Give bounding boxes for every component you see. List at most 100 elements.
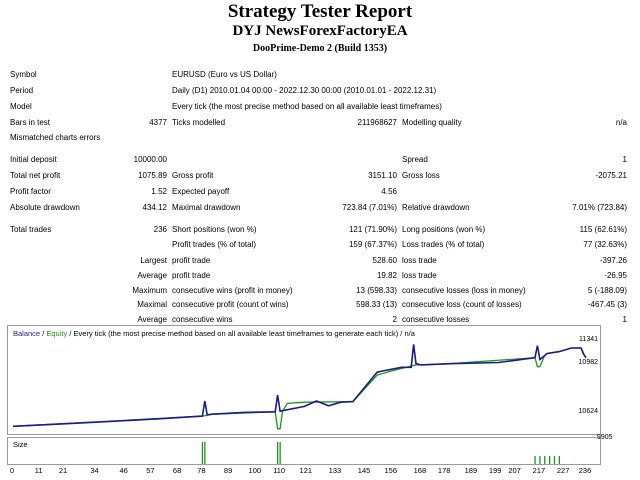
x-tick: 57 (146, 466, 155, 475)
largest-loss-value: -397.26 (599, 256, 627, 265)
max-cons-losses-label: consecutive losses (loss in money) (402, 286, 526, 295)
avg-loss-label: loss trade (402, 271, 437, 280)
profit-trades-label: Profit trades (% of total) (172, 240, 257, 249)
gross-profit-label: Gross profit (172, 171, 214, 180)
legend-separator: / (40, 329, 47, 338)
profit-trades-value: 159 (67.37%) (348, 240, 397, 249)
y-tick-9905: 9905 (597, 434, 613, 441)
symbol-label: Symbol (10, 70, 37, 79)
gross-profit-value: 3151.10 (368, 171, 397, 180)
largest-profit-label: profit trade (172, 256, 211, 265)
x-tick: 168 (413, 466, 427, 475)
period-value: Daily (D1) 2010.01.04 00:00 - 2022.12.30… (172, 86, 437, 95)
legend-equity: Equity (46, 329, 68, 338)
x-tick: 100 (248, 466, 262, 475)
rel-drawdown-label: Relative drawdown (402, 203, 470, 212)
total-trades-value: 236 (153, 225, 167, 234)
max-cons-losses-value: 5 (-188.09) (587, 286, 627, 295)
balance-chart: Balance / Equity / Every tick (the most … (7, 325, 601, 435)
gross-loss-value: -2075.21 (595, 171, 627, 180)
size-bar (539, 456, 541, 464)
maximal-cons-loss-value: -467.45 (3) (587, 300, 627, 309)
x-tick: 68 (172, 466, 182, 475)
maximum-label: Maximum (132, 286, 167, 295)
abs-drawdown-value: 434.12 (142, 203, 167, 212)
net-profit-label: Total net profit (10, 171, 61, 180)
size-bar (277, 442, 279, 464)
x-tick: 110 (273, 466, 286, 475)
expected-payoff-label: Expected payoff (172, 187, 230, 196)
largest-label: Largest (140, 256, 167, 265)
long-positions-value: 115 (62.61%) (579, 225, 627, 234)
model-value: Every tick (the most precise method base… (172, 102, 442, 111)
mismatch-label: Mismatched charts errors (10, 133, 101, 142)
profit-factor-label: Profit factor (10, 187, 51, 196)
size-bars-plot (201, 442, 560, 464)
x-tick: 189 (464, 466, 478, 475)
legend-balance: Balance (13, 329, 41, 338)
size-chart: Size (7, 437, 601, 465)
max-drawdown-label: Maximal drawdown (172, 203, 241, 212)
avg-cons-losses-value: 1 (622, 315, 627, 324)
size-bar (201, 442, 204, 464)
net-profit-value: 1075.89 (138, 171, 167, 180)
legend-description: / Every tick (the most precise method ba… (67, 329, 415, 338)
average2-label: Average (137, 315, 167, 324)
bars-label: Bars in test (10, 118, 51, 127)
max-cons-wins-value: 13 (598.33) (356, 286, 397, 295)
quality-label: Modelling quality (402, 118, 462, 127)
short-positions-label: Short positions (won %) (172, 225, 257, 234)
gross-loss-label: Gross loss (402, 171, 440, 180)
size-bar (553, 456, 556, 464)
x-tick: 46 (119, 466, 128, 475)
spread-label: Spread (402, 155, 428, 164)
chart-legend: Balance / Equity / Every tick (the most … (13, 329, 415, 338)
loss-trades-value: 77 (32.63%) (583, 240, 627, 249)
x-tick: 156 (384, 466, 398, 475)
y-tick-10982: 10982 (578, 359, 598, 366)
period-label: Period (10, 86, 34, 95)
y-tick-11341: 11341 (579, 336, 598, 343)
loss-trades-label: Loss trades (% of total) (402, 240, 485, 249)
avg-profit-label: profit trade (172, 271, 211, 280)
avg-loss-value: -26.95 (604, 271, 627, 280)
report-title: Strategy Tester Report (227, 1, 413, 22)
server-build: DooPrime-Demo 2 (Build 1353) (252, 43, 388, 54)
largest-profit-value: 528.60 (372, 256, 397, 265)
average-label: Average (137, 271, 167, 280)
avg-profit-value: 19.82 (376, 271, 397, 280)
size-bar (279, 442, 281, 464)
profit-factor-value: 1.52 (151, 187, 167, 196)
size-bar (544, 456, 546, 464)
expected-payoff-value: 4.56 (381, 187, 397, 196)
x-tick: 78 (197, 466, 206, 475)
maximal-cons-profit-label: consecutive profit (count of wins) (172, 300, 289, 309)
avg-cons-losses-label: consecutive losses (402, 315, 470, 324)
x-tick: 227 (556, 466, 570, 475)
x-tick: 121 (299, 466, 313, 475)
x-tick: 199 (488, 466, 502, 475)
balance-equity-plot (12, 344, 587, 430)
initial-deposit-label: Initial deposit (10, 155, 57, 164)
abs-drawdown-label: Absolute drawdown (10, 203, 80, 212)
x-tick: 133 (328, 466, 342, 475)
maximal-label: Maximal (137, 300, 167, 309)
avg-cons-wins-value: 2 (392, 315, 397, 324)
ticks-label: Ticks modelled (172, 118, 226, 127)
x-tick: 217 (532, 466, 546, 475)
model-label: Model (10, 102, 32, 111)
size-label: Size (13, 440, 28, 449)
x-tick: 0 (9, 466, 15, 475)
x-tick: 207 (508, 466, 521, 475)
maximal-cons-profit-value: 598.33 (13) (356, 300, 397, 309)
x-tick: 34 (90, 466, 99, 475)
symbol-value: EURUSD (Euro vs US Dollar) (172, 70, 277, 79)
ticks-value: 211968627 (357, 118, 397, 127)
quality-value: n/a (615, 118, 627, 127)
rel-drawdown-value: 7.01% (723.84) (572, 203, 627, 212)
x-tick: 11 (34, 466, 43, 475)
equity-line (12, 347, 587, 430)
y-tick-10624: 10624 (578, 408, 598, 415)
x-tick: 21 (58, 466, 68, 475)
x-tick: 145 (357, 466, 371, 475)
